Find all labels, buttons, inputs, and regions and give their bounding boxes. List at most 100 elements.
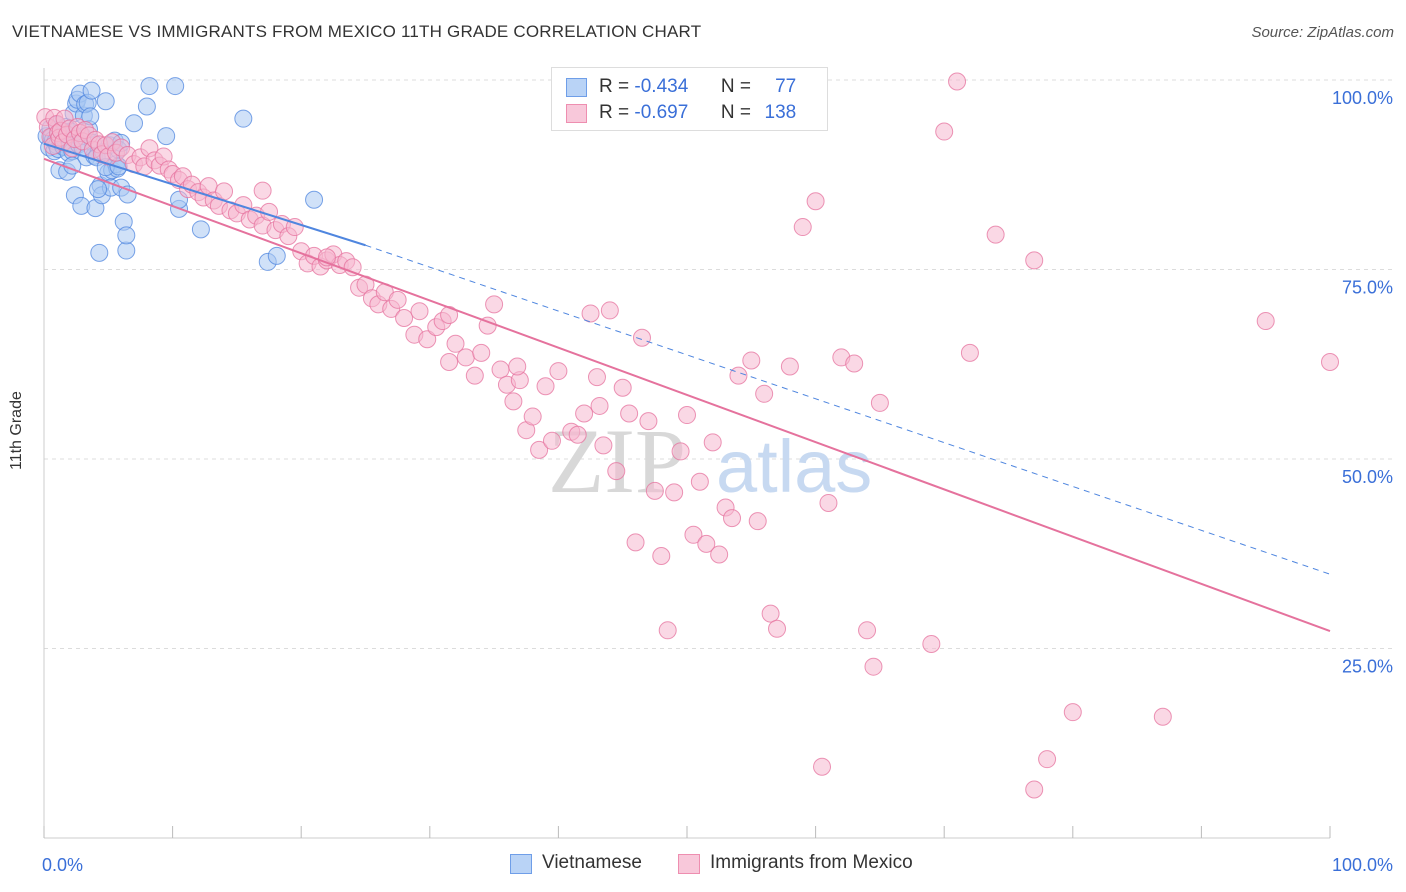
y-tick-label: 25.0% [1342,657,1393,677]
r-label: R = [599,102,630,123]
data-point [590,396,609,415]
data-point [710,545,729,564]
data-point [140,77,159,96]
data-point [665,483,684,502]
data-point [1025,780,1044,799]
data-point [215,182,234,201]
data-point [530,440,549,459]
r-value: -0.434 [634,76,689,97]
data-point [690,472,709,491]
data-point [117,241,136,260]
data-point [542,431,561,450]
trend-line-vietnamese-dashed [365,244,1331,575]
data-point [684,525,703,544]
data-point [1256,312,1275,331]
chart-title: VIETNAMESE VS IMMIGRANTS FROM MEXICO 11T… [12,22,702,41]
data-point [658,621,677,640]
data-point [166,77,185,96]
data-point [703,433,722,452]
data-point [157,127,176,146]
tick-labels: 25.0% 50.0% 75.0% 100.0% 0.0% 100.0% [42,88,1393,875]
data-point [594,436,613,455]
data-point [742,351,761,370]
data-point [267,246,286,265]
trend-line-vietnamese [43,142,366,247]
data-point [723,509,742,528]
data-point [761,604,780,623]
data-point [440,305,459,324]
data-point [508,357,527,376]
data-point [581,304,600,323]
data-point [234,109,253,128]
data-point [410,302,429,321]
data-point [793,218,812,237]
trend-line-mexico [43,157,1331,633]
data-point [472,343,491,362]
data-point [117,226,136,245]
data-point [305,190,324,209]
stats-swatch-mexico [566,104,587,123]
legend-label-mexico: Immigrants from Mexico [710,852,913,873]
x-tick-label-max: 100.0% [1332,855,1393,875]
data-point [858,621,877,640]
data-point [639,412,658,431]
r-value: -0.697 [634,102,689,123]
data-point [748,512,767,531]
data-point [870,393,889,412]
data-point [845,354,864,373]
data-point [813,757,832,776]
stats-box: R = -0.434 N = 77 R = -0.697 N = 138 [551,67,828,131]
data-point [575,404,594,423]
data-point [137,97,156,116]
data-point [935,122,954,141]
data-point [395,309,414,328]
data-point [1025,251,1044,270]
data-point [986,225,1005,244]
data-point [82,81,101,100]
data-point [948,72,967,91]
n-label: N = [720,102,751,123]
watermark-atlas: atlas [716,425,872,508]
data-point [626,533,645,552]
legend-swatch-mexico [678,854,700,874]
axes [43,68,1331,839]
data-point [632,328,651,347]
data-point [125,114,144,133]
data-point [806,192,825,211]
data-point [456,348,475,367]
data-point [652,547,671,566]
n-value: 77 [775,76,797,97]
data-point [504,392,523,411]
data-point [587,368,606,387]
data-point [253,181,272,200]
data-point [465,366,484,385]
data-point [491,360,510,379]
data-point [768,619,787,638]
data-point [89,180,108,199]
data-point [600,301,619,320]
n-label: N = [720,76,751,97]
data-point [922,634,941,653]
data-point [678,406,696,425]
data-point [620,404,639,423]
data-point [645,481,664,500]
data-point [671,442,690,461]
data-point [729,366,748,385]
stats-swatch-vietnamese [566,78,587,97]
n-value: 138 [764,102,797,123]
x-tick-label-min: 0.0% [42,855,83,875]
data-point [864,657,883,676]
data-point [568,425,587,444]
data-point [440,352,459,371]
data-point [418,330,437,349]
data-point [780,357,799,376]
data-point [446,334,465,353]
y-tick-label: 100.0% [1332,88,1393,108]
data-point [285,218,304,237]
legend-swatch-vietnamese [510,854,532,874]
y-tick-label: 50.0% [1342,467,1393,487]
data-point [536,377,555,396]
data-point [1038,750,1057,769]
data-point [90,243,109,262]
